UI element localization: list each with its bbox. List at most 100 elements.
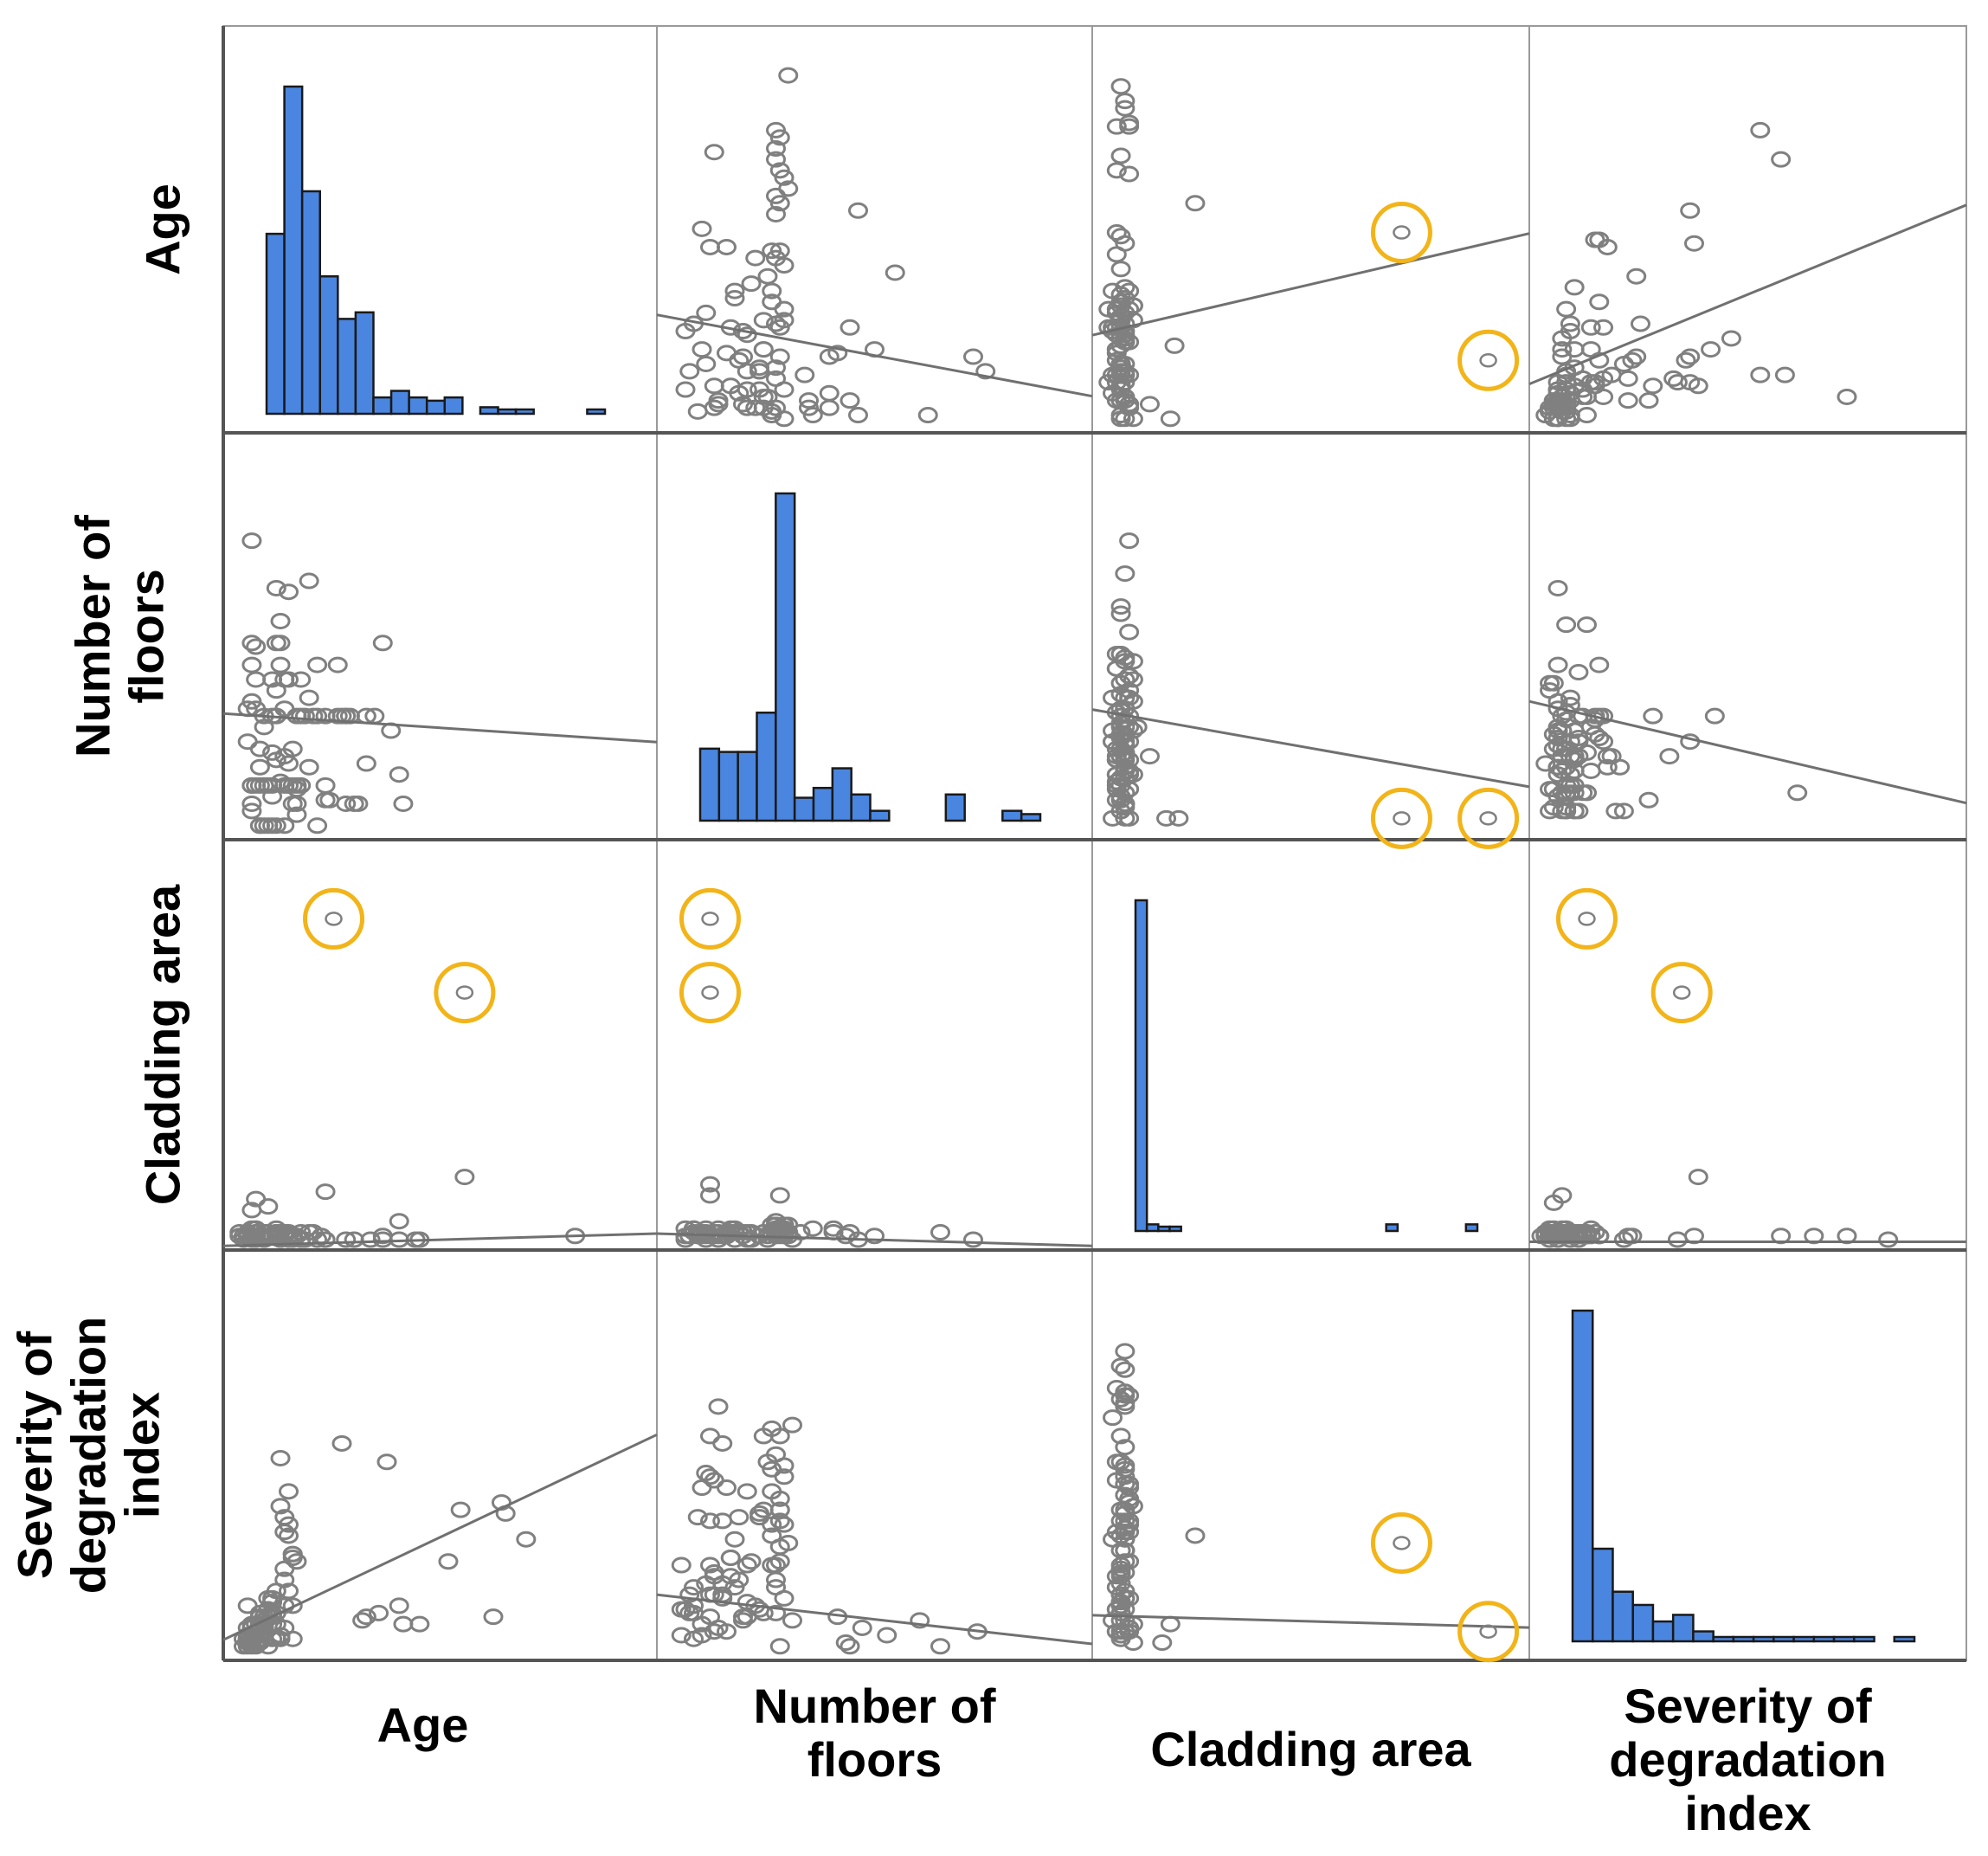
scatter-point	[692, 220, 712, 237]
scatter-point	[241, 802, 262, 820]
scatter-point	[708, 396, 729, 413]
scatter-point	[1115, 1542, 1136, 1559]
scatter-point	[769, 195, 790, 212]
scatter-point	[737, 1556, 757, 1574]
outlier-point	[455, 985, 474, 1000]
outlier-highlight-ring	[1650, 962, 1713, 1024]
scatter-point	[766, 151, 786, 168]
scatter-point	[393, 795, 414, 812]
scatter-point	[1110, 598, 1131, 615]
scatter-point	[1103, 689, 1123, 706]
histogram-bar	[737, 751, 758, 822]
histogram-bar	[1134, 899, 1148, 1233]
scatter-point	[700, 1176, 720, 1193]
scatter-point	[700, 1556, 720, 1574]
scatter-point	[1110, 730, 1131, 746]
scatter-point	[708, 1398, 729, 1415]
scatter-point	[1564, 359, 1585, 377]
scatter-point	[266, 579, 286, 596]
scatter-point	[1601, 748, 1622, 765]
scatter-point	[266, 751, 286, 769]
scatter-point	[262, 817, 283, 835]
scatter-point	[750, 1509, 769, 1526]
scatter-point	[270, 635, 291, 652]
scatter-point	[753, 312, 774, 329]
scatter-point	[1115, 1457, 1136, 1474]
scatter-point	[733, 348, 753, 365]
scatter-point	[1110, 228, 1131, 245]
scatter-point	[1613, 1231, 1634, 1248]
scatter-point	[700, 1468, 720, 1485]
scatter-point	[1560, 323, 1580, 339]
scatter-point	[254, 1630, 274, 1647]
scatter-point	[282, 795, 303, 812]
histogram-bar	[850, 793, 872, 822]
scatter-point	[1626, 267, 1647, 285]
scatter-point	[1110, 147, 1131, 164]
scatter-point	[369, 1604, 389, 1621]
scatter-point	[774, 1589, 795, 1607]
scatter-point	[1659, 748, 1680, 765]
scatter-point	[852, 1619, 872, 1636]
scatter-point	[1547, 656, 1568, 673]
scatter-point	[769, 129, 790, 146]
histogram-bar	[1812, 1635, 1836, 1643]
scatter-point	[1589, 293, 1610, 311]
histogram-bar	[300, 190, 321, 416]
scatter-point	[802, 1220, 823, 1237]
histogram-bar	[1651, 1620, 1675, 1643]
row-label-severity-of-degradation-index-line-3: index	[115, 1392, 170, 1518]
panel-cladding-area-vs-cladding-area	[1091, 839, 1530, 1251]
scatter-point	[294, 707, 315, 725]
scatter-point	[1701, 341, 1721, 358]
scatter-point	[1552, 341, 1573, 358]
scatter-point	[724, 290, 745, 307]
scatter-point	[687, 403, 708, 420]
histogram-bar	[1385, 1223, 1399, 1233]
scatter-point	[1106, 118, 1127, 135]
fit-line	[656, 313, 1093, 398]
outlier-point	[1672, 985, 1691, 1000]
scatter-point	[278, 1527, 299, 1544]
scatter-point	[762, 293, 782, 311]
scatter-point	[762, 1556, 782, 1574]
scatter-point	[1676, 351, 1696, 369]
scatter-point	[1119, 165, 1140, 183]
scatter-point	[1787, 784, 1808, 802]
scatter-point	[717, 1623, 737, 1640]
scatter-point	[795, 366, 815, 383]
scatter-point	[1119, 623, 1140, 641]
scatter-point	[1630, 315, 1650, 332]
scatter-point	[282, 1545, 303, 1563]
scatter-point	[1110, 802, 1131, 820]
scatter-point	[372, 635, 393, 652]
scatter-point	[1115, 799, 1136, 816]
scatter-point	[356, 1608, 376, 1626]
scatter-point	[241, 656, 262, 673]
scatter-point	[1560, 766, 1580, 783]
scatter-point	[737, 381, 757, 398]
scatter-point	[733, 1612, 753, 1629]
scatter-point	[753, 399, 774, 416]
col-label-severity-of-degradation-index-line-3: index	[1684, 1786, 1811, 1840]
histogram-bar	[318, 274, 339, 416]
histogram-bar	[1157, 1225, 1171, 1233]
scatter-point	[675, 381, 696, 398]
scatter-point	[299, 758, 319, 776]
scatter-point	[1110, 78, 1131, 95]
scatter-point	[802, 407, 823, 424]
scatter-point	[299, 572, 319, 590]
scatter-point	[1576, 744, 1597, 761]
scatter-point	[1626, 348, 1647, 365]
outlier-point	[1479, 1624, 1497, 1639]
scatter-point	[1556, 799, 1577, 816]
scatter-point	[307, 817, 328, 835]
scatter-point	[1878, 1231, 1899, 1248]
scatter-point	[769, 1187, 790, 1204]
scatter-point	[724, 1223, 745, 1241]
scatter-point	[278, 777, 299, 794]
fit-line	[1091, 708, 1530, 789]
scatter-point	[696, 355, 717, 372]
outlier-highlight-ring	[1457, 329, 1520, 391]
scatter-point	[1119, 1623, 1140, 1640]
